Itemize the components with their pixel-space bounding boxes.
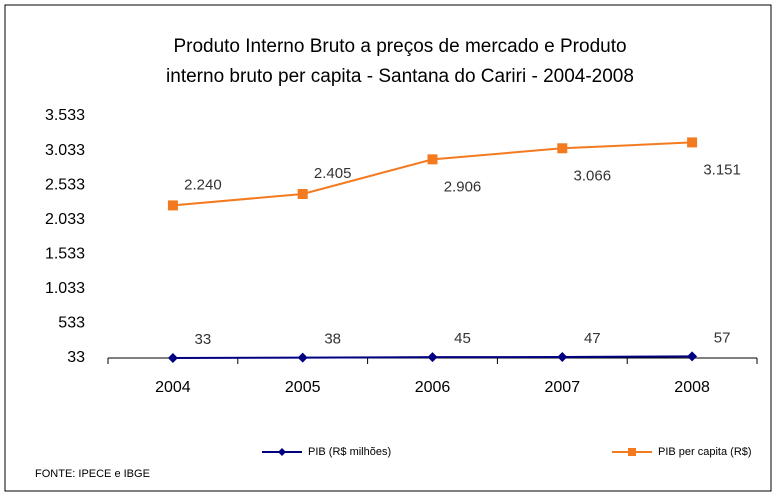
data-label: 57 bbox=[714, 329, 731, 346]
marker bbox=[427, 352, 438, 363]
y-tick-label: 3.033 bbox=[45, 142, 85, 159]
data-label: 2.240 bbox=[184, 176, 222, 193]
data-label: 45 bbox=[454, 330, 471, 347]
legend-marker bbox=[278, 448, 286, 456]
marker bbox=[687, 137, 698, 148]
legend-marker bbox=[628, 448, 636, 456]
y-tick-label: 1.033 bbox=[45, 280, 85, 297]
marker bbox=[167, 353, 178, 363]
x-tick-label: 2008 bbox=[674, 379, 710, 396]
legend-label: PIB per capita (R$) bbox=[658, 446, 752, 458]
marker bbox=[297, 188, 308, 199]
marker bbox=[687, 351, 698, 362]
y-tick-label: 1.533 bbox=[45, 246, 85, 263]
chart-border bbox=[4, 4, 772, 492]
data-label: 2.405 bbox=[314, 165, 352, 182]
marker bbox=[427, 154, 438, 165]
y-tick-label: 2.533 bbox=[45, 176, 85, 193]
data-label: 3.151 bbox=[703, 161, 741, 178]
data-label: 47 bbox=[584, 330, 601, 347]
source-note: FONTE: IPECE e IBGE bbox=[35, 468, 150, 480]
marker bbox=[557, 352, 568, 363]
x-tick-label: 2004 bbox=[155, 379, 191, 396]
x-tick-label: 2005 bbox=[285, 379, 321, 396]
data-label: 2.906 bbox=[444, 178, 482, 195]
data-label: 38 bbox=[324, 331, 341, 348]
chart-title: interno bruto per capita - Santana do Ca… bbox=[166, 66, 634, 87]
marker bbox=[557, 143, 568, 154]
data-label: 3.066 bbox=[574, 167, 612, 184]
y-tick-label: 533 bbox=[58, 315, 85, 332]
data-label: 33 bbox=[195, 331, 212, 348]
x-tick-label: 2007 bbox=[545, 379, 581, 396]
y-tick-label: 33 bbox=[67, 349, 85, 366]
y-tick-label: 3.533 bbox=[45, 107, 85, 124]
marker bbox=[167, 200, 178, 211]
y-tick-label: 2.033 bbox=[45, 211, 85, 228]
marker bbox=[297, 352, 308, 363]
x-tick-label: 2006 bbox=[415, 379, 451, 396]
legend-label: PIB (R$ milhões) bbox=[308, 446, 391, 458]
chart-title: Produto Interno Bruto a preços de mercad… bbox=[173, 36, 626, 57]
